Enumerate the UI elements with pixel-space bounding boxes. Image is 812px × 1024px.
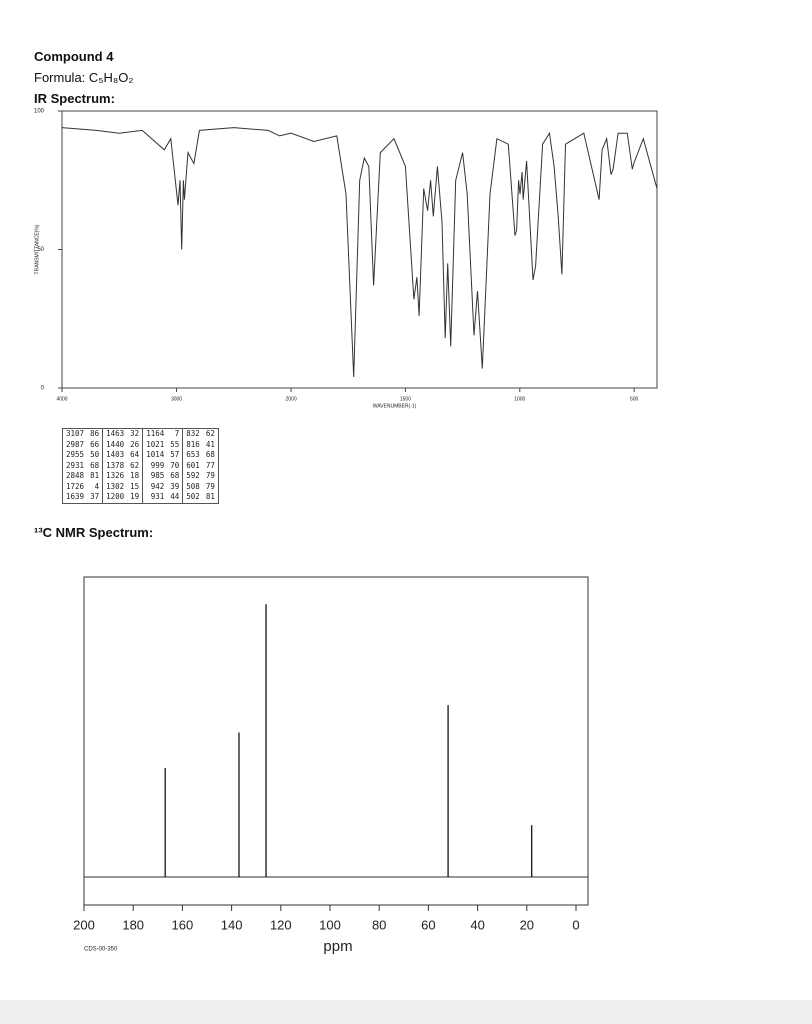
transmittance: 41 <box>205 439 215 449</box>
wavenumber: 2987 <box>66 439 85 449</box>
wavenumber: 2955 <box>66 450 85 459</box>
x-tick-label: 180 <box>122 917 144 932</box>
transmittance: 37 <box>90 492 100 501</box>
transmittance: 86 <box>90 429 100 438</box>
table-row: 3107 86 1463 32 1164 7 832 62 <box>63 428 219 440</box>
formula: Formula: C₅H₈O₂ <box>34 70 134 85</box>
x-tick-label: 40 <box>470 917 484 932</box>
wavenumber: 592 <box>182 471 203 482</box>
x-tick-label: 60 <box>421 917 435 932</box>
footer-bar <box>0 1000 812 1024</box>
wavenumber: 1378 <box>102 460 128 471</box>
x-tick-label: 200 <box>73 917 95 932</box>
y-tick-label: 0 <box>41 386 45 392</box>
wavenumber: 1403 <box>102 450 128 461</box>
transmittance: 50 <box>90 450 100 459</box>
transmittance: 66 <box>90 439 100 449</box>
transmittance: 79 <box>205 481 215 491</box>
x-axis-label: ppm <box>323 938 352 955</box>
transmittance: 79 <box>205 471 215 480</box>
wavenumber: 2848 <box>66 471 85 480</box>
transmittance: 62 <box>205 429 215 438</box>
y-tick-label: 100 <box>34 109 45 115</box>
transmittance: 18 <box>130 471 140 480</box>
x-tick-label: 160 <box>172 917 194 932</box>
wavenumber: 985 <box>142 471 168 482</box>
table-row: 2848 81 1326 18 985 68 592 79 <box>63 471 219 482</box>
peak-table: 3107 86 1463 32 1164 7 832 62 2987 66 1440 26 1021 55… <box>62 428 219 504</box>
transmittance: 26 <box>130 439 140 449</box>
x-tick-label: 1500 <box>400 396 411 402</box>
table-row: 1639 37 1200 19 931 44 502 81 <box>63 492 219 503</box>
y-axis-label: TRANSMITTANCE(%) <box>34 224 40 274</box>
transmittance: 32 <box>130 429 140 438</box>
transmittance: 68 <box>170 471 180 480</box>
table-row: 2955 50 1403 64 1014 57 653 68 <box>63 450 219 461</box>
transmittance: 7 <box>174 429 180 438</box>
x-axis-label: WAVENUMBER(-1) <box>373 403 417 409</box>
wavenumber: 1021 <box>142 439 168 450</box>
wavenumber: 601 <box>182 460 203 471</box>
transmittance: 44 <box>170 492 180 501</box>
wavenumber: 502 <box>182 492 203 503</box>
transmittance: 70 <box>170 460 180 470</box>
x-tick-label: 4000 <box>56 396 67 402</box>
x-tick-label: 80 <box>372 917 386 932</box>
wavenumber: 1440 <box>102 439 128 450</box>
wavenumber: 832 <box>182 428 203 440</box>
nmr-heading: ¹³C NMR Spectrum: <box>34 525 154 540</box>
wavenumber: 1302 <box>102 481 128 492</box>
transmittance: 4 <box>94 481 100 491</box>
wavenumber: 1326 <box>102 471 128 482</box>
wavenumber: 1726 <box>66 481 85 491</box>
x-tick-label: 1000 <box>514 396 525 402</box>
table-row: 2931 68 1378 62 999 70 601 77 <box>63 460 219 471</box>
transmittance: 55 <box>170 439 180 449</box>
wavenumber: 2931 <box>66 460 85 470</box>
x-tick-label: 500 <box>630 396 639 402</box>
wavenumber: 3107 <box>66 429 85 438</box>
transmittance: 68 <box>90 460 100 470</box>
wavenumber: 1014 <box>142 450 168 461</box>
table-row: 2987 66 1440 26 1021 55 816 41 <box>63 439 219 450</box>
wavenumber: 653 <box>182 450 203 461</box>
x-tick-label: 140 <box>221 917 243 932</box>
transmittance: 62 <box>130 460 140 470</box>
plot-frame <box>83 576 589 906</box>
table-row: 1726 4 1302 15 942 39 508 79 <box>63 481 219 492</box>
wavenumber: 816 <box>182 439 203 450</box>
transmittance: 15 <box>130 481 140 491</box>
wavenumber: 1639 <box>66 492 85 501</box>
transmittance: 81 <box>90 471 100 480</box>
x-tick-label: 2000 <box>286 396 297 402</box>
source-code: CDS-00-350 <box>84 947 118 953</box>
wavenumber: 1164 <box>142 428 168 440</box>
x-tick-label: 100 <box>319 917 341 932</box>
plot-frame <box>61 110 658 389</box>
transmittance: 81 <box>205 492 215 501</box>
y-tick-label: 50 <box>37 247 44 253</box>
wavenumber: 942 <box>142 481 168 492</box>
compound-title: Compound 4 <box>34 49 114 64</box>
transmittance: 19 <box>130 492 140 501</box>
wavenumber: 931 <box>142 492 168 503</box>
wavenumber: 508 <box>182 481 203 492</box>
wavenumber: 1200 <box>102 492 128 503</box>
spectrum-line <box>61 127 658 377</box>
ir-heading: IR Spectrum: <box>34 91 115 106</box>
x-tick-label: 20 <box>520 917 534 932</box>
x-tick-label: 120 <box>270 917 292 932</box>
transmittance: 39 <box>170 481 180 491</box>
x-tick-label: 3000 <box>171 396 182 402</box>
wavenumber: 1463 <box>102 428 128 440</box>
transmittance: 64 <box>130 450 140 459</box>
x-tick-label: 0 <box>572 917 579 932</box>
transmittance: 57 <box>170 450 180 459</box>
wavenumber: 999 <box>142 460 168 471</box>
transmittance: 77 <box>205 460 215 470</box>
transmittance: 68 <box>205 450 215 459</box>
